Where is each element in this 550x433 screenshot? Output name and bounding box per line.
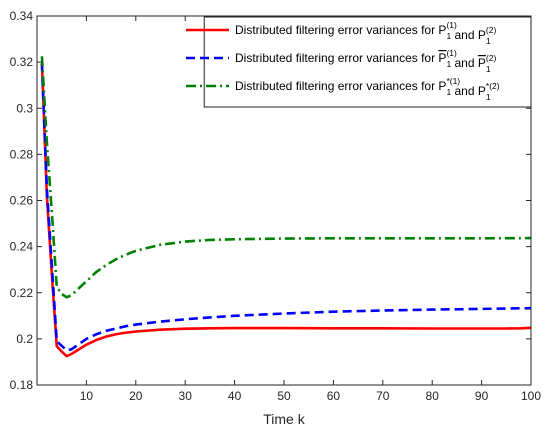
x-tick-label: 40 (228, 389, 242, 403)
series-line-2 (40, 63, 532, 352)
y-tick-label: 0.28 (10, 147, 34, 161)
x-tick-label: 100 (521, 389, 541, 403)
x-tick-label: 30 (179, 389, 193, 403)
x-axis-title: Time k (263, 411, 305, 427)
x-tick-label: 20 (129, 389, 143, 403)
y-tick-label: 0.24 (10, 240, 34, 254)
legend-box (203, 16, 532, 108)
y-tick-label: 0.2 (16, 332, 33, 346)
series-layer (40, 56, 532, 358)
x-tick-label: 10 (80, 389, 94, 403)
x-tick-label: 90 (475, 389, 489, 403)
x-tick-label: 60 (327, 389, 341, 403)
axes-layer: 10 20 30 40 50 60 70 80 90 100 0.18 0.2 0.22 0.24 0.26… (10, 9, 542, 403)
y-tick-label: 0.3 (16, 101, 33, 115)
legend-label-1: Distributed filtering error variances fo… (235, 20, 496, 46)
y-tick-label: 0.22 (10, 286, 34, 300)
y-tick-label: 0.26 (10, 194, 34, 208)
legend-label-2: Distributed filtering error variances fo… (235, 48, 496, 74)
series-line-1 (40, 63, 532, 358)
legend-label-3: Distributed filtering error variances fo… (235, 76, 500, 102)
x-tick-label: 80 (426, 389, 440, 403)
y-tick-label: 0.18 (10, 378, 34, 392)
y-tick-label: 0.32 (10, 55, 34, 69)
x-tick-label: 50 (277, 389, 291, 403)
legend: Distributed filtering error variances fo… (186, 16, 532, 108)
x-tick-label: 70 (376, 389, 390, 403)
y-tick-label: 0.34 (10, 9, 34, 23)
